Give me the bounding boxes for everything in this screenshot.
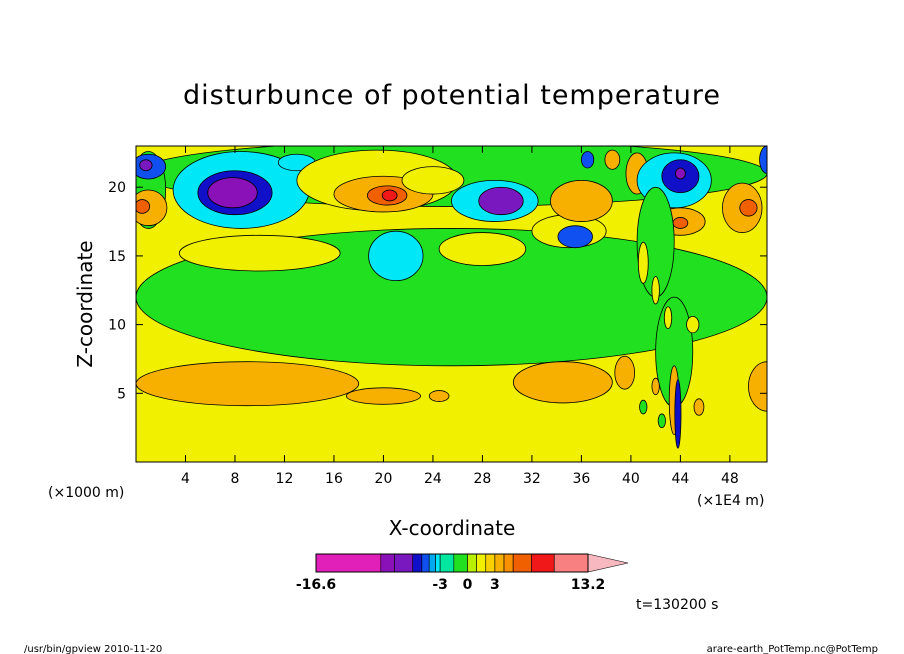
colorbar-label: 0 bbox=[463, 577, 473, 593]
colorbar-segment-8 bbox=[453, 553, 468, 573]
plot-frame bbox=[135, 145, 768, 463]
y-tick-label: 5 bbox=[117, 386, 126, 402]
y-tick-label: 10 bbox=[108, 318, 126, 334]
y-tick-label: 20 bbox=[108, 180, 126, 196]
contour-region-37 bbox=[428, 390, 450, 402]
x-axis-label: X-coordinate bbox=[389, 516, 516, 540]
x-tick-label: 32 bbox=[523, 471, 541, 487]
contour-region-23 bbox=[550, 179, 613, 222]
x-tick-label: 8 bbox=[231, 471, 240, 487]
colorbar-label: 13.2 bbox=[571, 577, 606, 593]
x-tick-label: 20 bbox=[375, 471, 393, 487]
x-tick-label: 4 bbox=[181, 471, 190, 487]
x-unit-left: (×1000 m) bbox=[48, 485, 124, 501]
contour-region-39 bbox=[614, 355, 636, 390]
y-axis-label: Z-coordinate bbox=[73, 240, 97, 367]
footer-left: /usr/bin/gpview 2010-11-20 bbox=[24, 644, 162, 654]
contour-region-25 bbox=[604, 149, 621, 170]
colorbar-segment-4 bbox=[421, 553, 430, 573]
contour-region-3 bbox=[178, 234, 341, 272]
colorbar-segment-3 bbox=[412, 553, 423, 573]
colorbar-segment-5 bbox=[428, 553, 436, 573]
contour-region-50 bbox=[663, 306, 673, 330]
footer-right: arare-earth_PotTemp.nc@PotTemp bbox=[707, 644, 878, 654]
colorbar-label: 3 bbox=[490, 577, 500, 593]
x-tick-label: 36 bbox=[572, 471, 590, 487]
contour-region-7 bbox=[136, 189, 168, 227]
x-tick-label: 16 bbox=[325, 471, 343, 487]
x-tick-label: 28 bbox=[474, 471, 492, 487]
contour-region-34 bbox=[759, 146, 767, 174]
colorbar-segment-13 bbox=[503, 553, 514, 573]
contour-region-46 bbox=[639, 399, 648, 415]
contour-region-45 bbox=[693, 398, 705, 416]
contour-region-18 bbox=[381, 189, 398, 202]
colorbar-frame bbox=[315, 553, 589, 573]
x-axis: 4 8 12 16 20 24 28 32 36 40 44 48 bbox=[181, 146, 739, 487]
colorbar-label: -3 bbox=[432, 577, 448, 593]
colorbar-segment-15 bbox=[531, 553, 555, 573]
contour-region-36 bbox=[345, 387, 421, 405]
contour-region-8 bbox=[136, 199, 151, 214]
x-tick-label: 24 bbox=[424, 471, 442, 487]
contour-region-44 bbox=[651, 377, 660, 396]
colorbar bbox=[315, 553, 629, 573]
colorbar-segment-7 bbox=[439, 553, 455, 573]
plot-area bbox=[135, 145, 768, 463]
contour-regions bbox=[136, 146, 767, 449]
contour-region-33 bbox=[739, 199, 758, 217]
colorbar-label: -16.6 bbox=[296, 577, 336, 593]
colorbar-labels: -16.6 -3 0 3 13.2 bbox=[296, 577, 605, 593]
contour-region-52 bbox=[637, 241, 649, 284]
y-tick-label: 15 bbox=[108, 249, 126, 265]
colorbar-segment-9 bbox=[467, 553, 477, 573]
x-tick-label: 44 bbox=[671, 471, 689, 487]
contour-region-21 bbox=[401, 166, 465, 195]
colorbar-segment-10 bbox=[476, 553, 487, 573]
chart-title: disturbunce of potential temperature bbox=[183, 80, 721, 111]
colorbar-extend-arrow bbox=[587, 553, 629, 573]
contour-region-6 bbox=[368, 230, 424, 282]
contour-region-24 bbox=[581, 151, 595, 169]
x-tick-label: 12 bbox=[276, 471, 294, 487]
colorbar-segment-6 bbox=[435, 553, 441, 573]
contour-region-51 bbox=[686, 315, 700, 334]
colorbar-segment-12 bbox=[494, 553, 505, 573]
contour-region-31 bbox=[672, 217, 689, 229]
contour-region-22 bbox=[557, 225, 593, 249]
contour-region-38 bbox=[512, 361, 613, 404]
contour-region-47 bbox=[657, 413, 666, 429]
contour-region-35 bbox=[136, 361, 360, 407]
colorbar-segment-0 bbox=[315, 553, 382, 573]
contour-region-29 bbox=[675, 167, 686, 180]
contour-region-4 bbox=[438, 232, 527, 266]
x-tick-label: 48 bbox=[721, 471, 739, 487]
contour-region-43 bbox=[674, 379, 682, 449]
colorbar-segment-2 bbox=[394, 553, 414, 573]
x-tick-label: 40 bbox=[622, 471, 640, 487]
colorbar-segment-11 bbox=[485, 553, 496, 573]
contour-region-13 bbox=[207, 177, 258, 209]
y-axis: 5 10 15 20 bbox=[108, 180, 767, 402]
contour-region-49 bbox=[651, 276, 660, 305]
contour-region-20 bbox=[478, 186, 524, 216]
time-label: t=130200 s bbox=[636, 597, 718, 613]
colorbar-segment-16 bbox=[553, 553, 589, 573]
colorbar-segment-14 bbox=[512, 553, 532, 573]
colorbar-segment-1 bbox=[380, 553, 395, 573]
contour-region-10 bbox=[139, 159, 153, 172]
x-unit-right: (×1E4 m) bbox=[697, 493, 764, 509]
